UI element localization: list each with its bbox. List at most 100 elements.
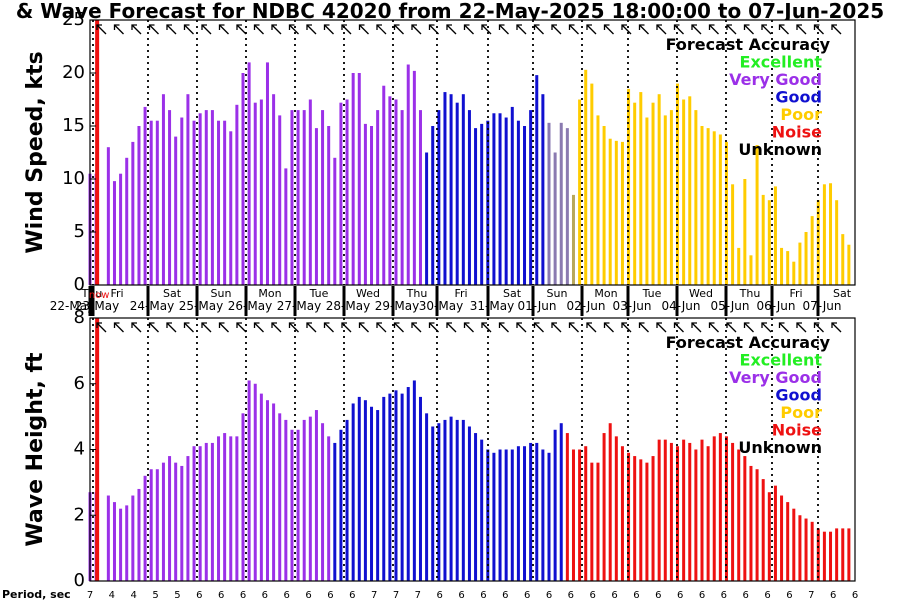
wind-direction-arrow <box>376 322 387 333</box>
wind-arrow-head <box>498 322 505 328</box>
bar <box>443 92 447 285</box>
period-row: Period, sec 7 4 4 5 5 6 6 6 6 6 6 6 6 7 7 7 6 6 6 6 6 6 6 6 6 6 6 6… <box>2 588 858 600</box>
y-tick-label: 0 <box>74 570 85 591</box>
bar <box>125 505 129 581</box>
bar <box>333 157 337 285</box>
bar <box>382 396 386 581</box>
wind-direction-arrow <box>709 322 719 333</box>
wind-direction-arrow <box>481 322 492 333</box>
wind-arrow-head <box>148 322 155 328</box>
wind-arrow-head <box>201 24 207 30</box>
wind-arrow-head <box>113 322 120 328</box>
bar <box>724 436 728 581</box>
bar <box>272 403 276 581</box>
bar <box>394 390 398 581</box>
bar <box>192 446 196 581</box>
wind-arrow-head <box>691 24 697 30</box>
bar <box>125 157 129 285</box>
period-value: 6 <box>590 590 596 600</box>
period-label: Period, sec <box>2 588 71 600</box>
wind-direction-arrow <box>96 322 107 333</box>
bar <box>333 442 337 581</box>
legend-item: Noise <box>772 421 822 440</box>
bar <box>847 528 851 581</box>
bar <box>547 122 551 285</box>
bar <box>614 140 618 285</box>
bar <box>578 449 582 581</box>
day-label: Sun <box>547 287 568 300</box>
bar <box>841 234 845 285</box>
wind-arrow-head <box>533 322 540 328</box>
y-tick-label: 4 <box>74 439 85 460</box>
wind-direction-arrow <box>429 322 439 333</box>
wind-arrow-head <box>533 24 540 30</box>
bar <box>608 423 612 581</box>
bar <box>370 406 374 581</box>
wind-arrow-head <box>393 24 400 30</box>
bar <box>663 115 667 286</box>
bar <box>431 126 435 285</box>
bar <box>559 423 563 581</box>
wind-direction-arrow <box>359 322 369 333</box>
wind-arrow-head <box>288 322 295 328</box>
bar <box>131 495 135 581</box>
y-tick-label: 5 <box>74 221 85 242</box>
bar <box>847 244 851 285</box>
date-tick <box>244 286 248 316</box>
wind-arrow-head <box>726 24 732 30</box>
bar <box>822 531 826 581</box>
wind-arrow-head <box>516 322 522 328</box>
bar <box>596 462 600 581</box>
date-label: 28-May <box>326 299 370 313</box>
wind-arrow-head <box>288 24 295 30</box>
bar <box>737 449 741 581</box>
bar <box>504 117 508 286</box>
wind-arrow-head <box>498 24 505 30</box>
period-value: 6 <box>240 590 246 600</box>
bar <box>217 436 221 581</box>
wind-arrow-head <box>376 24 382 30</box>
bar <box>578 99 582 285</box>
period-value: 6 <box>852 590 858 600</box>
bar <box>174 462 178 581</box>
wind-direction-arrow <box>166 24 177 35</box>
bar <box>467 110 471 285</box>
wind-arrow-head <box>358 24 365 30</box>
legend-item: Unknown <box>738 140 822 159</box>
bar <box>786 251 790 285</box>
bar <box>676 83 680 285</box>
bar <box>682 439 686 581</box>
bar <box>737 247 741 285</box>
wind-arrow-head <box>131 24 137 30</box>
bar <box>302 419 306 581</box>
wind-direction-arrow <box>341 322 352 333</box>
wind-arrow-head <box>586 322 592 328</box>
bar <box>804 232 808 285</box>
bar <box>718 433 722 581</box>
bar <box>480 439 484 581</box>
wind-arrow-head <box>166 322 172 328</box>
wind-arrow-head <box>411 322 417 328</box>
wind-arrow-head <box>358 322 365 328</box>
bar <box>461 94 465 285</box>
wind-direction-arrow <box>726 24 737 35</box>
bar <box>492 113 496 285</box>
bar <box>584 446 588 581</box>
wind-direction-arrow <box>254 322 264 333</box>
bar <box>112 181 116 285</box>
bar <box>198 446 202 581</box>
wind-direction-arrow <box>446 24 457 35</box>
date-label: 31-May <box>470 299 514 313</box>
period-value: 6 <box>764 590 770 600</box>
bar <box>363 400 367 581</box>
wind-arrow-head <box>323 24 330 30</box>
period-value: 6 <box>721 590 727 600</box>
wind-arrow-head <box>428 24 435 30</box>
bar <box>467 426 471 581</box>
bar <box>498 113 502 285</box>
bar <box>474 128 478 285</box>
wind-arrow-head <box>831 322 837 328</box>
wind-direction-arrow <box>464 322 474 333</box>
bar <box>382 85 386 285</box>
